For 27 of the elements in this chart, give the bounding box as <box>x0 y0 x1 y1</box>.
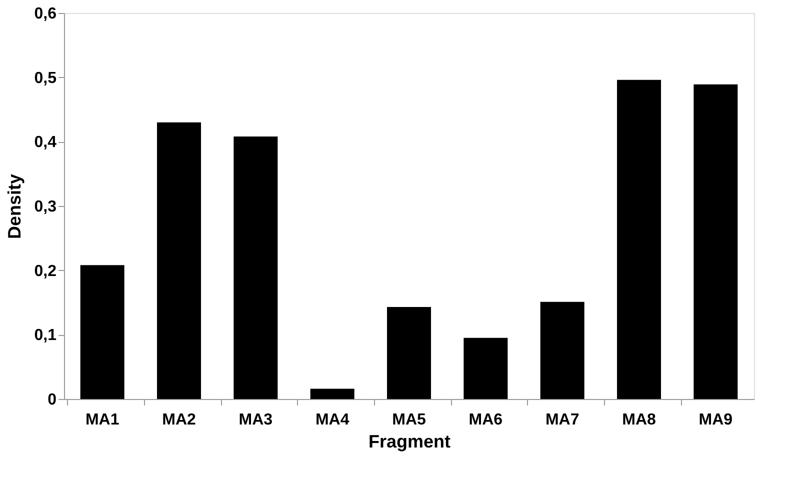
x-axis-title: Fragment <box>368 432 451 452</box>
bar <box>387 307 431 399</box>
y-axis-title: Density <box>4 174 24 240</box>
x-tick-label: MA8 <box>622 412 656 428</box>
x-tick-label: MA9 <box>698 412 733 428</box>
x-tick-label: MA5 <box>392 412 426 428</box>
y-tick-label: 0,2 <box>34 262 57 280</box>
x-tick-label: MA4 <box>315 412 350 428</box>
x-tick-label: MA1 <box>85 412 120 428</box>
y-tick-label: 0,1 <box>34 327 57 344</box>
x-tick-label: MA7 <box>545 412 580 428</box>
x-tick-label: MA2 <box>162 412 196 428</box>
x-tick-label: MA3 <box>238 412 273 428</box>
bar <box>157 122 201 399</box>
y-tick-label: 0,4 <box>34 134 57 152</box>
y-tick-label: 0,6 <box>34 6 57 22</box>
bar <box>464 338 508 399</box>
bar <box>234 136 278 399</box>
x-tick-label: MA6 <box>468 412 503 428</box>
bar <box>310 388 354 399</box>
y-tick-label: 0 <box>48 392 57 408</box>
bar <box>540 302 584 399</box>
y-tick-label: 0,3 <box>34 198 57 216</box>
y-tick-label: 0,5 <box>34 70 57 87</box>
bar <box>694 84 738 399</box>
bar <box>617 80 661 399</box>
bar <box>80 265 124 399</box>
